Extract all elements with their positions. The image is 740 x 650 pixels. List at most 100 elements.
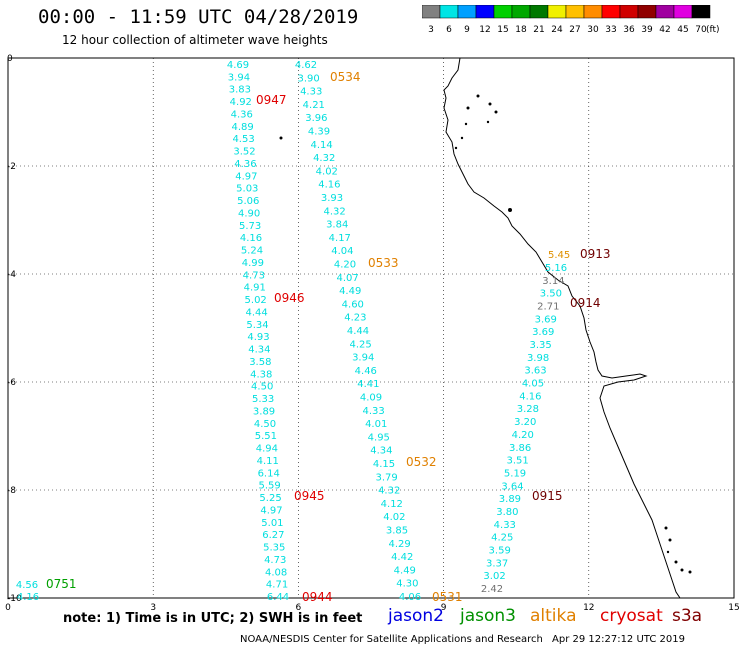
scale-label: 24 — [551, 25, 563, 35]
wave-height-value: 5.01 — [261, 518, 283, 529]
pass-time-label: 0531 — [432, 590, 463, 604]
wave-height-value: 3.94 — [352, 353, 374, 364]
wave-height-value: 3.59 — [489, 545, 511, 556]
scale-label: 15 — [497, 25, 508, 35]
axis-ticks: 0 3 6 9 12 15 0 -2 -4 -6 -8 -10 — [5, 54, 740, 613]
scale-label: 9 — [464, 25, 470, 35]
wave-height-value: 4.09 — [360, 393, 382, 404]
wave-height-value: 4.32 — [323, 206, 345, 217]
wave-height-value: 4.04 — [331, 246, 353, 257]
wave-height-value: 3.37 — [486, 558, 508, 569]
wave-height-value: 2.42 — [481, 584, 503, 595]
wave-height-value: 5.59 — [258, 481, 280, 492]
wave-height-value: 4.56 — [16, 580, 38, 591]
wave-height-value: 4.32 — [378, 486, 400, 497]
generation-timestamp: Apr 29 12:27:12 UTC 2019 — [552, 634, 685, 645]
scale-label: 27 — [569, 25, 580, 35]
wave-height-value: 2.71 — [537, 302, 559, 313]
wave-height-value: 4.97 — [260, 505, 282, 516]
wave-height-value: 3.14 — [542, 276, 564, 287]
scale-label: 6 — [446, 25, 452, 35]
wave-height-value: 4.91 — [244, 283, 266, 294]
wave-height-value: 3.69 — [532, 327, 554, 338]
wave-height-value: 4.16 — [240, 233, 262, 244]
wave-height-value: 4.16 — [519, 391, 541, 402]
pass-time-label: 0751 — [46, 577, 77, 591]
wave-height-value: 3.79 — [375, 472, 397, 483]
wave-height-value: 3.80 — [496, 507, 518, 518]
wave-height-value: 4.34 — [370, 446, 392, 457]
pass-time-label: 0532 — [406, 455, 437, 469]
wave-height-value: 4.15 — [373, 459, 395, 470]
scale-label: 36 — [623, 25, 635, 35]
wave-height-value: 4.41 — [357, 379, 379, 390]
wave-height-value: 5.33 — [252, 394, 274, 405]
y-tick-label: -2 — [7, 162, 16, 172]
wave-height-value: 4.49 — [339, 286, 361, 297]
credits: NOAA/NESDIS Center for Satellite Applica… — [240, 634, 543, 645]
color-scale-legend: 3 6 9 12 15 18 21 24 27 30 33 36 39 42 45 70 (ft) — [422, 5, 720, 35]
map-frame — [7, 57, 735, 599]
wave-height-value: 4.94 — [256, 444, 278, 455]
legend-cryosat: cryosat — [600, 606, 663, 626]
wave-height-value: 4.69 — [227, 60, 249, 71]
pass-time-label: 0913 — [580, 247, 611, 261]
wave-height-value: 3.02 — [483, 571, 505, 582]
islands — [279, 94, 692, 574]
wave-height-value: 4.38 — [250, 369, 272, 380]
x-tick-label: 12 — [583, 603, 594, 613]
wave-height-value: 5.73 — [239, 221, 261, 232]
wave-height-value: 4.39 — [308, 127, 330, 138]
wave-height-value: 3.89 — [499, 494, 521, 505]
footer-note: note: 1) Time is in UTC; 2) SWH is in fe… — [63, 611, 363, 626]
wave-height-value: 3.85 — [386, 526, 408, 537]
x-tick-label: 3 — [150, 603, 156, 613]
wave-height-value: 4.20 — [512, 430, 534, 441]
wave-height-value: 3.90 — [297, 73, 319, 84]
pass-time-label: 0945 — [294, 489, 325, 503]
pass-time-label: 0533 — [368, 256, 399, 270]
wave-height-value: 5.03 — [236, 184, 258, 195]
wave-height-value: 4.44 — [245, 307, 267, 318]
wave-height-value: 4.06 — [399, 592, 421, 603]
wave-height-value: 4.36 — [231, 109, 253, 120]
wave-height-value: 4.25 — [349, 339, 371, 350]
wave-height-value: 4.44 — [347, 326, 369, 337]
scale-label: 39 — [641, 25, 653, 35]
wave-height-value: 5.06 — [237, 196, 259, 207]
x-tick-label: 6 — [296, 603, 302, 613]
wave-height-value: 4.53 — [232, 134, 254, 145]
wave-height-value: 4.46 — [355, 366, 377, 377]
wave-height-value: 4.33 — [362, 406, 384, 417]
wave-height-value: 3.35 — [530, 340, 552, 351]
wave-height-value: 4.14 — [310, 140, 332, 151]
wave-height-value: 4.02 — [383, 512, 405, 523]
wave-height-value: 4.89 — [232, 122, 254, 133]
wave-height-value: 4.34 — [248, 345, 270, 356]
scale-label: 18 — [515, 25, 527, 35]
y-tick-label: -8 — [7, 486, 16, 496]
wave-height-value: 4.08 — [265, 567, 287, 578]
wave-height-value: 3.58 — [249, 357, 271, 368]
x-tick-label: 15 — [728, 603, 739, 613]
pass-time-label: 0946 — [274, 291, 305, 305]
y-tick-label: 0 — [7, 54, 13, 64]
wave-height-value: 5.25 — [259, 493, 281, 504]
pass-time-label: 0915 — [532, 489, 563, 503]
wave-height-value: 4.49 — [394, 565, 416, 576]
wave-height-value: 4.33 — [300, 87, 322, 98]
y-tick-label: -4 — [7, 270, 16, 280]
wave-height-value: 3.50 — [540, 289, 562, 300]
x-tick-label: 9 — [441, 603, 447, 613]
scale-label: 12 — [479, 25, 490, 35]
wave-height-value: 4.23 — [344, 313, 366, 324]
wave-height-value: 4.20 — [334, 260, 356, 271]
wave-height-value: 4.16 — [318, 180, 340, 191]
wave-height-value: 4.99 — [242, 258, 264, 269]
wave-height-value: 5.02 — [245, 295, 267, 306]
wave-height-value: 4.36 — [234, 159, 256, 170]
wave-height-value: 3.51 — [506, 456, 528, 467]
wave-height-value: 4.01 — [365, 419, 387, 430]
wave-height-value: 4.02 — [316, 166, 338, 177]
pass-time-labels: 0534 0947 0533 0946 0532 0945 0944 0531 0913 0914… — [46, 70, 611, 604]
